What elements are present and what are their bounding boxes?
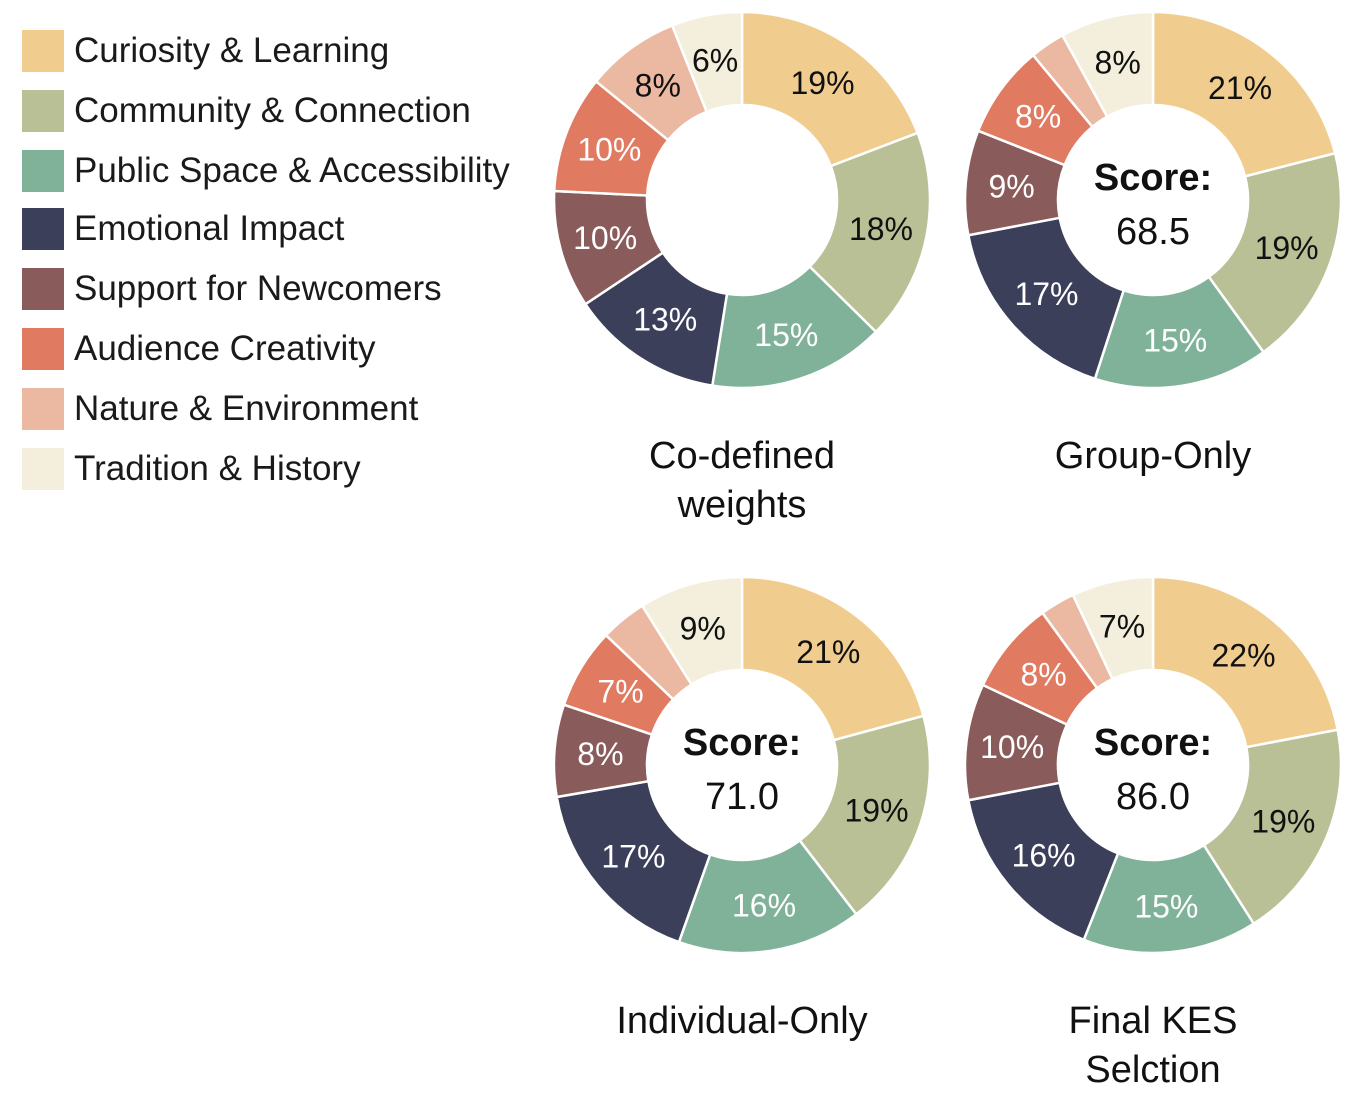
slice-value-label: 19%	[844, 793, 908, 829]
donut-slice	[1202, 728, 1343, 926]
legend-label: Curiosity & Learning	[74, 31, 390, 70]
legend-swatch	[22, 448, 64, 490]
donut-slice	[640, 575, 744, 687]
donut-chart-2: 21% 19% 15% 17% 9% 8% 8% Score: 68.5 Group-Only	[963, 10, 1343, 477]
slice-value-label: 15%	[1143, 322, 1207, 358]
legend-item-emotional-impact: Emotional Impact	[22, 208, 542, 252]
slice-value-label: 10%	[573, 220, 637, 256]
score-value: 86.0	[1116, 776, 1190, 818]
chart-title: Final KES	[1069, 1000, 1238, 1042]
donut-slice	[555, 779, 712, 944]
legend-item-audience-creativity: Audience Creativity	[22, 328, 542, 372]
legend-swatch	[22, 328, 64, 370]
score-title: Score:	[1094, 157, 1212, 199]
chart-title: weights	[677, 484, 807, 526]
legend-swatch	[22, 150, 64, 192]
donut-slice	[740, 575, 926, 742]
slice-value-label: 18%	[849, 211, 913, 247]
slice-value-label: 21%	[796, 634, 860, 670]
slice-value-label: 8%	[1015, 99, 1061, 135]
legend-label: Community & Connection	[74, 91, 471, 130]
donut-slice	[670, 10, 744, 114]
slice-value-label: 10%	[577, 131, 641, 167]
chart-title: Co-defined	[649, 435, 835, 477]
donut-slice	[1071, 575, 1155, 681]
chart-title: Group-Only	[1055, 435, 1251, 477]
slice-value-label: 19%	[790, 65, 854, 101]
slice-value-label: 8%	[1020, 656, 1066, 692]
slice-value-label: 19%	[1251, 803, 1315, 839]
slice-value-label: 22%	[1211, 638, 1275, 674]
donut-slice	[740, 10, 920, 168]
slice-value-label: 6%	[692, 43, 738, 79]
legend-item-nature-environment: Nature & Environment	[22, 388, 542, 432]
legend-label: Tradition & History	[74, 449, 361, 488]
slice-value-label: 17%	[1014, 276, 1078, 312]
legend-label: Support for Newcomers	[74, 269, 442, 308]
legend-label: Public Space & Accessibility	[74, 151, 510, 190]
legend-label: Emotional Impact	[74, 209, 345, 248]
legend-swatch	[22, 388, 64, 430]
donut-slice	[797, 714, 932, 917]
score-value: 68.5	[1116, 211, 1190, 253]
slice-value-label: 16%	[732, 887, 796, 923]
legend-label: Audience Creativity	[74, 329, 376, 368]
legend-swatch	[22, 30, 64, 72]
slice-value-label: 10%	[980, 729, 1044, 765]
chart-title: Individual-Only	[616, 1000, 867, 1042]
slice-value-label: 16%	[1012, 838, 1076, 874]
slice-value-label: 8%	[1095, 44, 1141, 80]
donut-slice	[966, 781, 1120, 942]
donut-slice	[677, 838, 859, 955]
donut-slice	[1151, 10, 1337, 178]
slice-value-label: 9%	[680, 611, 726, 647]
slice-value-label: 7%	[597, 673, 643, 709]
legend-swatch	[22, 90, 64, 132]
donut-slice	[1060, 10, 1155, 119]
donut-slice	[1151, 575, 1340, 749]
legend-item-public-space: Public Space & Accessibility	[22, 150, 542, 194]
slice-value-label: 15%	[1134, 888, 1198, 924]
slice-value-label: 17%	[601, 838, 665, 874]
legend-label: Nature & Environment	[74, 389, 419, 428]
slice-value-label: 21%	[1208, 70, 1272, 106]
legend-item-support-newcomers: Support for Newcomers	[22, 268, 542, 312]
donut-chart-4: 22% 19% 15% 16% 10% 8% 7% Score: 86.0 Final KES Se…	[963, 575, 1343, 1091]
donut-slice	[807, 131, 932, 334]
legend-item-community-connection: Community & Connection	[22, 90, 542, 134]
slice-value-label: 13%	[633, 301, 697, 337]
slice-value-label: 15%	[754, 317, 818, 353]
donut-chart-3: 21% 19% 16% 17% 8% 7% 9% Score: 71.0 Individual-O…	[552, 575, 932, 1042]
score-value: 71.0	[705, 776, 779, 818]
legend-item-curiosity-learning: Curiosity & Learning	[22, 30, 542, 74]
slice-value-label: 19%	[1255, 230, 1319, 266]
legend-item-tradition-history: Tradition & History	[22, 448, 542, 492]
score-title: Score:	[683, 722, 801, 764]
slice-value-label: 7%	[1099, 608, 1145, 644]
donut-slice	[966, 216, 1126, 381]
slice-value-label: 8%	[577, 736, 623, 772]
chart-title: Selction	[1085, 1049, 1220, 1091]
slice-value-label: 9%	[989, 169, 1035, 205]
donut-slice	[1207, 151, 1343, 354]
slice-value-label: 8%	[635, 68, 681, 104]
legend-swatch	[22, 208, 64, 250]
donut-chart-1: 19% 18% 15% 13% 10% 10% 8% 6% Co-defined weights	[552, 10, 932, 526]
legend-swatch	[22, 268, 64, 310]
score-title: Score:	[1094, 722, 1212, 764]
